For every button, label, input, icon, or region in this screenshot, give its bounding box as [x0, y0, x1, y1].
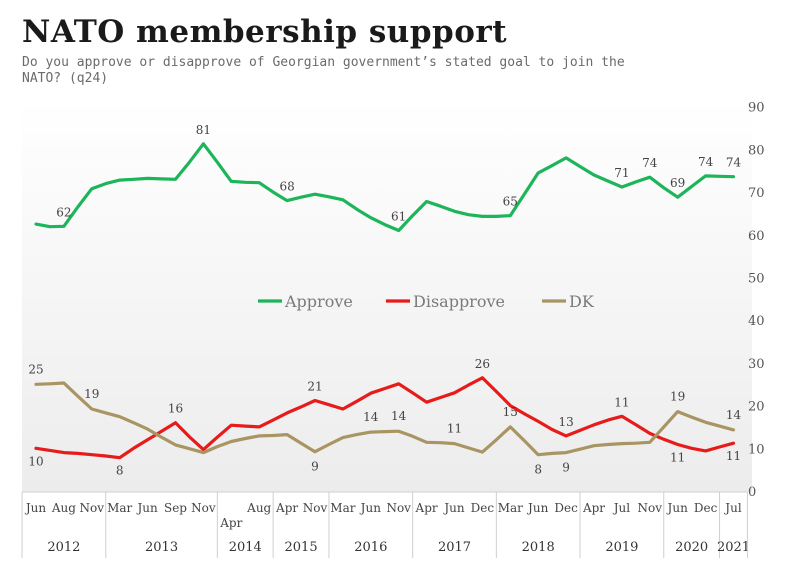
y-tick-label: 20	[748, 400, 765, 415]
data-label: 61	[391, 210, 406, 224]
legend-label-approve: Approve	[284, 292, 353, 311]
data-label: 8	[116, 464, 124, 478]
x-tick-label: Nov	[80, 501, 105, 515]
x-tick-label: Dec	[554, 501, 578, 515]
data-label: 62	[56, 205, 71, 219]
data-label: 10	[28, 454, 43, 468]
series-line-dk	[34, 381, 736, 457]
x-tick-label: Apr	[415, 501, 438, 515]
x-tick-label: Aug	[246, 501, 271, 515]
x-tick-label: Jun	[442, 501, 465, 515]
data-label: 16	[168, 402, 183, 416]
data-label: 65	[503, 195, 518, 209]
x-tick-label: Jun	[666, 501, 689, 515]
data-label: 74	[642, 156, 658, 170]
x-tick-label: Dec	[471, 501, 495, 515]
x-tick-label: Jul	[723, 501, 742, 515]
chart-title: NATO membership support	[22, 14, 508, 50]
data-label: 19	[670, 390, 685, 404]
series-layer	[34, 142, 736, 460]
y-tick-label: 90	[748, 101, 765, 116]
year-label: 2017	[438, 540, 471, 555]
series-line-disapprove	[34, 376, 736, 460]
data-label: 74	[726, 156, 742, 170]
y-tick-label: 0	[748, 485, 756, 500]
data-label: 19	[84, 387, 99, 401]
year-label: 2020	[675, 540, 708, 555]
series-line-approve	[34, 142, 736, 233]
x-tick-label: Jun	[359, 501, 382, 515]
x-tick-label: Sep	[164, 501, 187, 515]
x-tick-label: Nov	[386, 501, 411, 515]
year-label: 2013	[145, 540, 178, 555]
year-label: 2014	[229, 540, 262, 555]
data-label: 8	[534, 463, 542, 477]
data-label: 11	[726, 449, 741, 463]
year-label: 2016	[354, 540, 387, 555]
year-label: 2021	[717, 540, 750, 555]
chart-subtitle: Do you approve or disapprove of Georgian…	[22, 55, 625, 86]
data-label: 11	[447, 422, 462, 436]
legend-label-disapprove: Disapprove	[413, 292, 505, 311]
data-label: 15	[503, 405, 518, 419]
x-tick-label: Apr	[219, 516, 242, 530]
y-tick-label: 80	[748, 143, 765, 158]
year-label: 2015	[285, 540, 318, 555]
data-label: 14	[363, 410, 379, 424]
x-tick-label: Jun	[24, 501, 47, 515]
data-label: 11	[670, 450, 685, 464]
x-tick-label: Nov	[191, 501, 216, 515]
y-tick-label: 10	[748, 442, 765, 457]
data-label: 68	[279, 180, 294, 194]
data-label: 25	[28, 362, 43, 376]
x-tick-label: Dec	[694, 501, 718, 515]
data-label: 71	[614, 166, 629, 180]
x-tick-label: Mar	[498, 501, 523, 515]
x-tick-label: Nov	[303, 501, 328, 515]
data-label: 26	[475, 357, 490, 371]
x-tick-label: Apr	[582, 501, 605, 515]
x-tick-label: Jun	[135, 501, 158, 515]
y-axis: 0 10 20 30 40 50 60 70 80 90	[748, 101, 765, 500]
y-tick-label: 30	[748, 357, 765, 372]
data-label: 14	[726, 408, 742, 422]
x-tick-label: Jun	[526, 501, 549, 515]
data-label: 21	[307, 379, 322, 393]
x-tick-label: Jul	[612, 501, 631, 515]
data-label: 13	[558, 415, 573, 429]
legend: Approve Disapprove DK	[258, 292, 595, 311]
data-label: 69	[670, 176, 685, 190]
y-tick-label: 50	[748, 272, 765, 287]
data-label: 11	[614, 395, 629, 409]
data-label: 74	[698, 155, 714, 169]
y-tick-label: 40	[748, 314, 765, 329]
x-tick-label: Mar	[330, 501, 355, 515]
data-label-layer: 62 81 68 61 65 71 74 69 74 74 10 8 16 21 26 13 11 11 11 25 1…	[28, 123, 741, 478]
y-tick-label: 60	[748, 229, 765, 244]
x-tick-label: Apr	[275, 501, 298, 515]
data-label: 9	[311, 460, 319, 474]
x-tick-label: Nov	[638, 501, 663, 515]
data-label: 81	[196, 123, 211, 137]
legend-label-dk: DK	[569, 292, 595, 311]
year-label: 2019	[605, 540, 638, 555]
x-tick-label: Aug	[51, 501, 76, 515]
data-label: 9	[562, 461, 570, 475]
data-label: 14	[391, 409, 407, 423]
y-tick-label: 70	[748, 186, 765, 201]
year-label: 2012	[47, 540, 80, 555]
x-tick-label: Mar	[107, 501, 132, 515]
year-label: 2018	[522, 540, 555, 555]
